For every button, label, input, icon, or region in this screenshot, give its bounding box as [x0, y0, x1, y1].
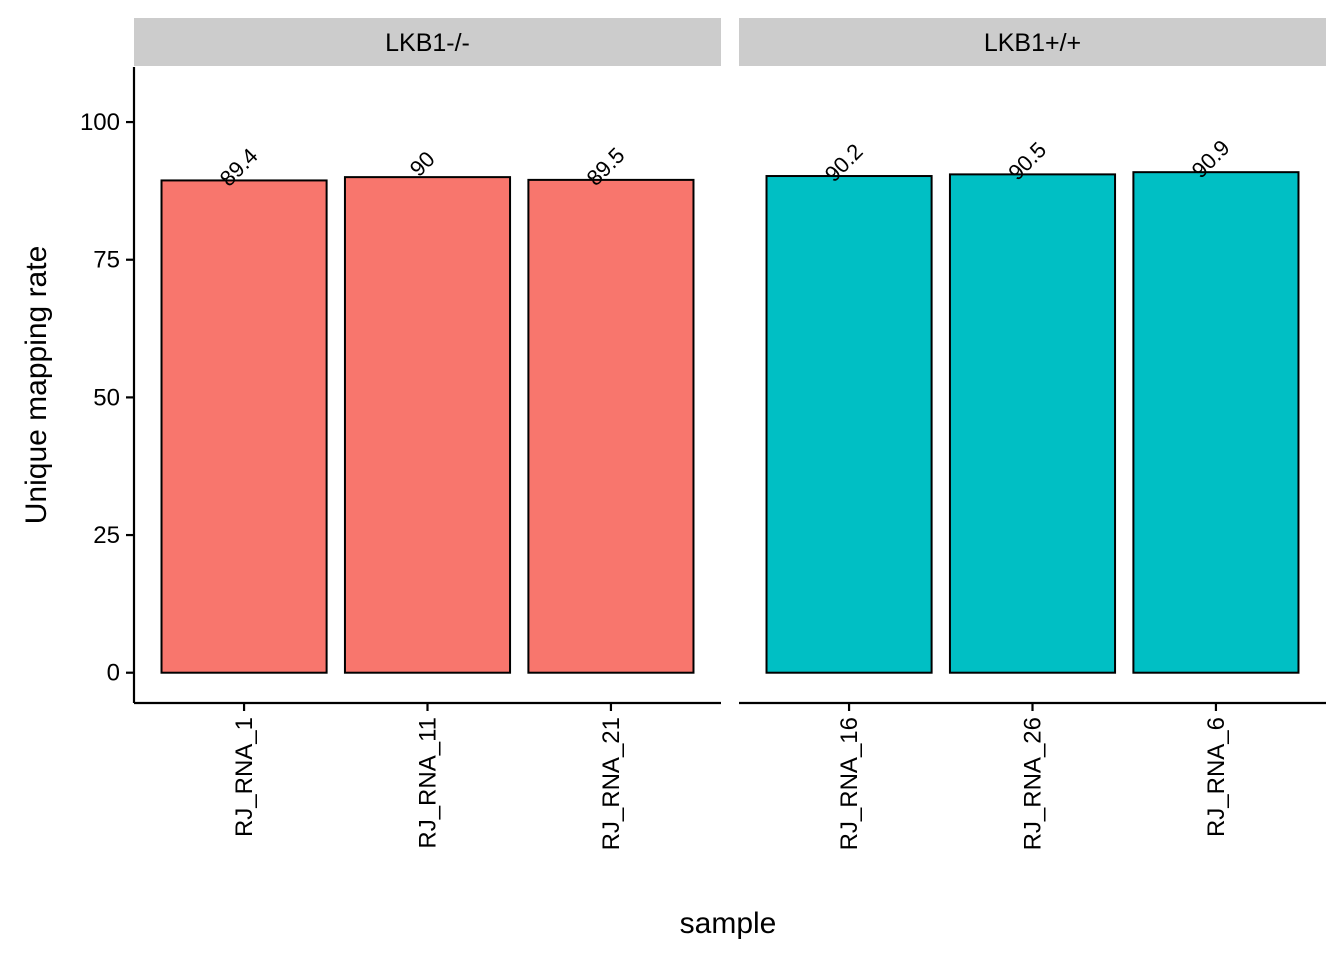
- x-tick-label: RJ_RNA_11: [415, 717, 442, 849]
- bar: [1132, 171, 1300, 674]
- x-tick-label: RJ_RNA_6: [1203, 717, 1230, 837]
- x-tick-label: RJ_RNA_16: [836, 717, 863, 850]
- facet-strip: [134, 18, 721, 66]
- facet-strip-label: LKB1+/+: [984, 29, 1081, 57]
- bar: [527, 178, 695, 674]
- y-tick-label: 25: [93, 522, 120, 549]
- y-tick-label: 75: [93, 247, 120, 274]
- bar: [765, 175, 933, 674]
- bar: [948, 173, 1117, 674]
- bar: [343, 176, 512, 674]
- x-axis-title: sample: [680, 907, 777, 940]
- facet-panel: LKB1-/-89.4RJ_RNA_190RJ_RNA_1189.5RJ_RNA…: [134, 18, 721, 850]
- y-axis: 0 25 50 75 100: [80, 67, 136, 703]
- facet-panels: LKB1-/-89.4RJ_RNA_190RJ_RNA_1189.5RJ_RNA…: [134, 18, 1326, 850]
- x-tick-label: RJ_RNA_21: [598, 717, 625, 850]
- bar: [160, 179, 328, 674]
- y-tick-label: 0: [107, 660, 120, 687]
- facet-strip-label: LKB1-/-: [385, 29, 470, 57]
- facet-strip: [739, 18, 1326, 66]
- y-tick-label: 100: [80, 109, 120, 136]
- y-tick-label: 50: [93, 384, 120, 411]
- y-axis-title: Unique mapping rate: [20, 246, 53, 525]
- facet-panel: LKB1+/+90.2RJ_RNA_1690.5RJ_RNA_2690.9RJ_…: [739, 18, 1326, 850]
- bar-value-label: 90: [405, 146, 440, 181]
- x-tick-label: RJ_RNA_26: [1020, 717, 1047, 850]
- x-tick-label: RJ_RNA_1: [231, 717, 258, 837]
